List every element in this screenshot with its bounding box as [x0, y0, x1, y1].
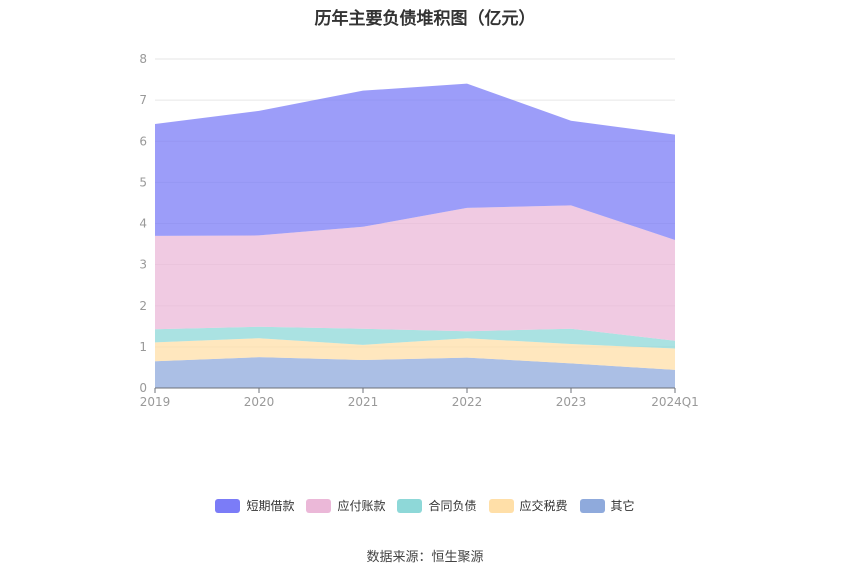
legend-item[interactable]: 短期借款 — [215, 497, 294, 514]
y-tick-label: 2 — [139, 299, 147, 313]
legend-item[interactable]: 应付账款 — [306, 497, 385, 514]
legend-item[interactable]: 合同负债 — [397, 497, 477, 514]
legend-item[interactable]: 其它 — [579, 497, 635, 514]
legend-swatch — [579, 498, 605, 513]
x-tick-label: 2023 — [556, 395, 587, 409]
legend-item[interactable]: 应交税费 — [488, 497, 568, 514]
x-tick-label: 2022 — [452, 395, 483, 409]
legend-swatch — [397, 498, 423, 513]
y-tick-label: 5 — [139, 175, 147, 189]
legend-label: 合同负债 — [428, 499, 477, 513]
y-tick-label: 8 — [139, 52, 147, 66]
legend-label: 短期借款 — [246, 499, 295, 513]
area-series-短期借款 — [155, 83, 675, 240]
chart-title: 历年主要负债堆积图（亿元） — [314, 9, 536, 29]
x-tick-label: 2024Q1 — [651, 395, 699, 409]
area-series-其它 — [155, 357, 675, 388]
legend-label: 应付账款 — [337, 499, 386, 513]
y-tick-label: 3 — [139, 258, 147, 272]
x-tick-label: 2019 — [140, 395, 171, 409]
legend-swatch — [488, 498, 514, 513]
y-tick-label: 0 — [139, 381, 147, 395]
legend-swatch — [306, 498, 332, 513]
legend-label: 其它 — [610, 499, 635, 513]
y-tick-label: 1 — [139, 340, 147, 354]
legend-label: 应交税费 — [519, 499, 568, 513]
y-tick-label: 7 — [139, 93, 147, 107]
area-series-合同负债 — [155, 326, 675, 349]
x-tick-label: 2020 — [244, 395, 275, 409]
y-tick-label: 4 — [139, 217, 147, 231]
area-series-应付账款 — [155, 205, 675, 341]
y-tick-label: 6 — [139, 134, 147, 148]
area-series-应交税费 — [155, 338, 675, 370]
x-tick-label: 2021 — [348, 395, 379, 409]
legend-swatch — [215, 498, 241, 513]
data-source: 数据来源：恒生聚源 — [366, 550, 484, 565]
chart-legend: 短期借款 应付账款 合同负债 应交税费 其它 — [0, 497, 850, 514]
